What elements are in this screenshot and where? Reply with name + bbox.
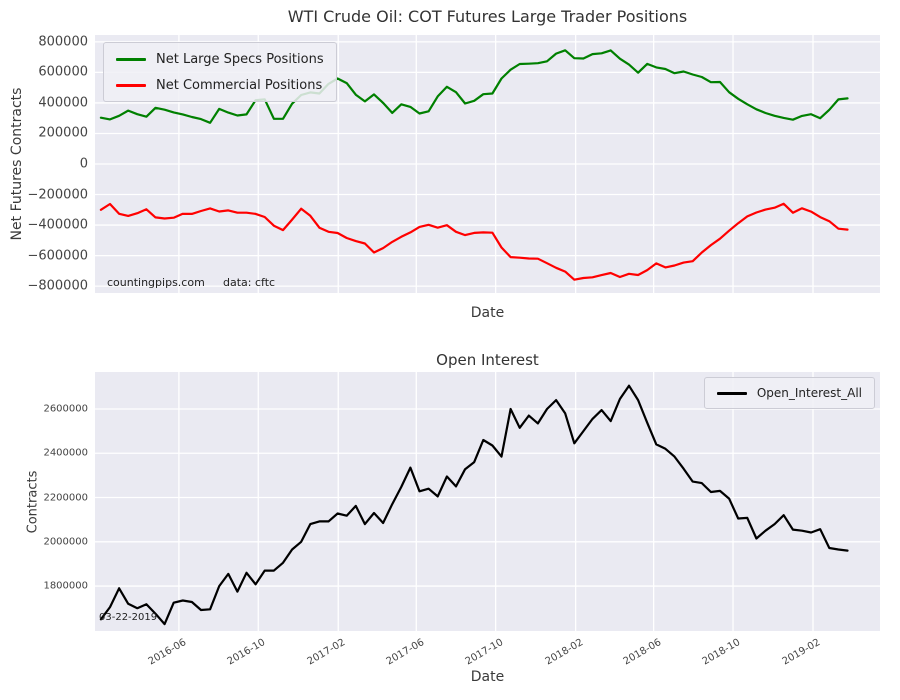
y-tick-label: −600000 [27,248,88,264]
data-source-annotation: data: cftc [223,276,276,289]
report-date-annotation: 03-22-2019 [99,612,158,623]
x-axis-label: Date [470,305,505,321]
green-line-swatch [116,57,146,61]
watermark-annotation: countingpips.com [107,276,205,289]
series-line [99,49,849,124]
y-tick-label: 2400000 [43,447,88,459]
cot-positions-chart: WTI Crude Oil: COT Futures Large Trader … [0,0,900,345]
x-tick-label: 2018-10 [700,637,743,668]
y-axis-label: Net Futures Contracts [9,87,25,241]
open-interest-chart: Open Interest Contracts Open_Interest_Al… [0,345,900,700]
legend-entry: Net Commercial Positions [116,75,324,95]
y-tick-label: 2600000 [43,403,88,415]
y-tick-label: 400000 [38,95,88,111]
y-tick-label: 2200000 [43,492,88,503]
x-tick-label: 2017-10 [463,637,506,668]
plot-area: Net Large Specs Positions Net Commercial… [95,35,880,293]
y-tick-label: 800000 [38,34,88,50]
legend-label: Open_Interest_All [756,386,862,400]
chart-title: WTI Crude Oil: COT Futures Large Trader … [287,7,688,26]
legend-label: Net Large Specs Positions [156,51,324,67]
y-axis-label: Contracts [25,470,41,534]
y-tick-label: 200000 [38,125,88,141]
plot-area: Open_Interest_All 03-22-2019 [95,372,880,631]
x-tick-label: 2016-10 [226,637,268,668]
red-line-swatch [116,83,146,87]
x-tick-label: 2017-02 [306,637,348,668]
y-tick-label: 2000000 [43,536,88,548]
plot-background [95,372,880,631]
y-tick-label: 600000 [38,64,88,80]
y-tick-label: 0 [79,156,88,172]
x-tick-label: 2018-02 [543,637,586,668]
legend-entry: Open_Interest_All [716,383,862,403]
legend-entry: Net Large Specs Positions [116,49,324,69]
y-tick-label: −200000 [27,187,88,203]
y-tick-label: 1800000 [43,580,88,592]
series-line [99,202,849,281]
x-tick-label: 2018-06 [621,637,664,668]
y-tick-label: −400000 [27,217,88,233]
legend: Open_Interest_All [703,377,875,409]
x-axis-label: Date [470,669,505,685]
x-tick-label: 2017-06 [384,637,426,668]
y-tick-label: −800000 [27,278,88,294]
legend: Net Large Specs Positions Net Commercial… [103,42,337,102]
chart-title: Open Interest [436,351,539,369]
series-line [99,384,849,626]
black-line-swatch [716,391,747,395]
x-tick-label: 2016-06 [146,637,189,668]
plot-canvas [95,372,880,631]
x-tick-label: 2019-02 [780,637,823,668]
legend-label: Net Commercial Positions [156,77,323,93]
